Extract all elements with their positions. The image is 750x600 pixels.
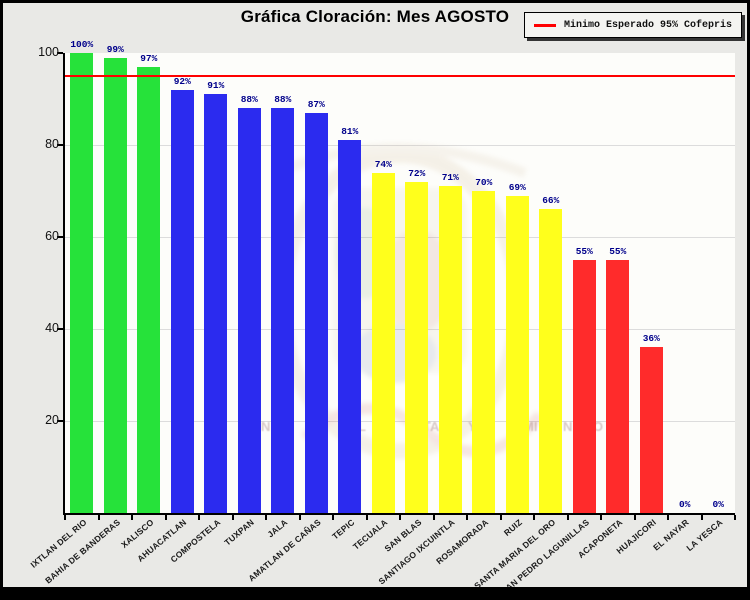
y-axis-label-80: 80 (45, 137, 59, 151)
legend: Minimo Esperado 95% Cofepris (523, 12, 742, 38)
y-axis-tick-20 (57, 420, 63, 422)
bar-san-blas (405, 182, 429, 513)
category-label: TEPIC (329, 517, 357, 542)
bar-santiago-ixcuintla (438, 186, 462, 513)
x-axis-tick (64, 515, 66, 520)
bar-ruiz (505, 196, 529, 513)
bar-value-label: 99% (106, 44, 124, 55)
y-axis-line (63, 53, 65, 515)
legend-label: Minimo Esperado 95% Cofepris (563, 19, 732, 31)
bar-amatlan-de-ca-as (304, 113, 328, 513)
x-axis-tick (466, 515, 468, 520)
bar-value-label: 0% (712, 499, 724, 510)
bars: 100% 99% 97% 92% 91% 88% 88% 87% 81% 74% 72% 71% 70%… (65, 39, 735, 513)
x-axis-tick (700, 515, 703, 520)
x-axis-tick (533, 515, 535, 520)
bar-ixtlan-del-rio (70, 53, 94, 513)
legend-line-swatch (533, 23, 556, 27)
category-label: TUXPAN (222, 517, 256, 548)
chart-title: Gráfica Cloración: Mes AGOSTO (240, 7, 510, 26)
plot-area: 100% 99% 97% 92% 91% 88% 88% 87% 81% 74% 72% 71% 70%… (65, 39, 735, 513)
bar-value-label: 55% (575, 246, 593, 257)
bar-value-label: 36% (642, 333, 660, 344)
x-axis-tick (97, 515, 100, 520)
bar-value-label: 69% (508, 182, 526, 193)
y-axis-label-40: 40 (45, 321, 59, 335)
x-axis-tick (633, 515, 636, 520)
bar-value-label: 0% (679, 499, 691, 510)
x-axis-tick (131, 515, 133, 520)
x-axis-tick (432, 515, 435, 520)
y-axis-label-20: 20 (45, 413, 59, 427)
bar-huajicori (639, 347, 663, 513)
watermark-glyph: N (261, 419, 271, 434)
bar-jala (271, 108, 295, 513)
bar-value-label: 88% (274, 94, 292, 105)
x-axis-tick (198, 515, 200, 520)
bar-san-pedro-lagunillas (572, 260, 596, 513)
category-label: LA YESCA (684, 517, 725, 554)
category-label: IXTLAN DEL RIO (27, 517, 89, 570)
bar-value-label: 88% (240, 94, 258, 105)
bar-acaponeta (606, 260, 630, 513)
bar-value-label: 81% (341, 126, 359, 137)
bar-value-label: 91% (207, 80, 225, 91)
x-axis-tick (600, 515, 602, 520)
x-axis-tick (399, 515, 401, 520)
bar-compostela (204, 94, 228, 513)
watermark-glyph: O (593, 419, 604, 434)
bar-value-label: 55% (609, 246, 627, 257)
bar-value-label: 87% (307, 99, 325, 110)
x-axis-tick (566, 515, 569, 520)
x-axis-line (63, 513, 735, 515)
x-axis-tick (499, 515, 502, 520)
y-axis-label-100: 100 (38, 45, 59, 59)
bar-tuxpan (237, 108, 261, 513)
category-label: RUIZ (501, 517, 524, 538)
threshold-line (65, 75, 735, 77)
bar-santa-maria-del-oro (539, 209, 563, 513)
bar-ahuacatlan (170, 90, 194, 513)
watermark-glyph: N (563, 419, 573, 434)
bar-xalisco (137, 67, 161, 513)
y-axis-tick-40 (57, 328, 63, 330)
y-axis-tick-80 (57, 144, 63, 146)
y-axis-label-60: 60 (45, 229, 59, 243)
x-axis-tick (365, 515, 368, 520)
x-axis-tick (265, 515, 267, 520)
category-label: JALA (265, 517, 290, 540)
x-axis-tick (164, 515, 167, 520)
bar-value-label: 97% (140, 53, 158, 64)
window-bottom-bar (3, 587, 747, 597)
x-axis-tick (734, 515, 736, 520)
bar-tepic (338, 140, 362, 513)
x-axis-tick (298, 515, 301, 520)
bar-value-label: 92% (173, 76, 191, 87)
bar-value-label: 66% (542, 195, 560, 206)
bar-value-label: 100% (70, 39, 94, 50)
y-axis-tick-100 (57, 52, 63, 54)
x-axis-tick (231, 515, 234, 520)
x-axis-tick (332, 515, 334, 520)
bar-bahia-de-banderas (103, 58, 127, 513)
y-axis-tick-60 (57, 236, 63, 238)
x-axis-tick (667, 515, 669, 520)
bar-rosamorada (472, 191, 496, 513)
bar-tecuala (371, 173, 395, 513)
